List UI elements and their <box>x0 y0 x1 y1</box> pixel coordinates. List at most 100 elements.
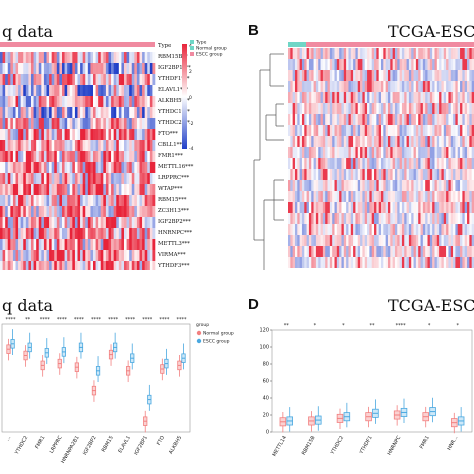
heatmap-b-cell <box>332 70 335 81</box>
heatmap-a-cell <box>67 140 71 151</box>
heatmap-a-cell <box>100 206 104 217</box>
heatmap-b-cell <box>315 202 319 213</box>
heatmap-a-cell <box>46 129 50 140</box>
heatmap-b-cell <box>415 59 419 70</box>
heatmap-b-cell <box>325 169 328 180</box>
heatmap-b-cell <box>392 191 396 202</box>
heatmap-b-cell <box>364 59 368 70</box>
heatmap-a-cell <box>82 261 86 270</box>
heatmap-b-cell <box>427 81 431 92</box>
heatmap-a-cell <box>74 173 78 184</box>
heatmap-b-cell <box>343 246 347 257</box>
heatmap-a-cell <box>98 74 102 85</box>
heatmap-a-cell <box>69 184 73 195</box>
heatmap-a-cell <box>72 195 76 206</box>
heatmap-a-cell <box>62 140 65 151</box>
heatmap-b-cell <box>288 125 291 136</box>
heatmap-b-cell <box>350 136 354 147</box>
heatmap-a-cell <box>113 107 117 118</box>
heatmap-a-cell <box>116 85 120 96</box>
heatmap-b-cell <box>397 92 400 103</box>
heatmap-a-cell <box>111 217 114 228</box>
heatmap-a-cell <box>129 217 133 228</box>
heatmap-b-cell <box>453 136 456 147</box>
heatmap-b-cell <box>406 246 410 257</box>
heatmap-a-cell <box>67 239 71 250</box>
heatmap-b-cell <box>343 191 347 202</box>
heatmap-b-cell <box>378 125 382 136</box>
heatmap-b-cell <box>462 136 466 147</box>
heatmap-b-cell <box>353 70 356 81</box>
heatmap-a-cell <box>142 184 145 195</box>
heatmap-a-cell <box>7 261 11 270</box>
heatmap-b-cell <box>362 92 366 103</box>
heatmap-a-cell <box>113 162 117 173</box>
heatmap-a-cell <box>28 184 32 195</box>
heatmap-a-cell <box>144 217 148 228</box>
heatmap-a-cell <box>7 129 11 140</box>
heatmap-a-cell <box>56 140 60 151</box>
heatmap-a-cell <box>149 162 153 173</box>
heatmap-b-cell <box>350 158 354 169</box>
heatmap-b-cell <box>306 180 310 191</box>
heatmap-b-cell <box>383 125 386 136</box>
heatmap-a-cell <box>116 261 120 270</box>
heatmap-a-cell <box>36 63 40 74</box>
heatmap-b-cell <box>448 213 452 224</box>
heatmap-a-cell <box>116 63 120 74</box>
heatmap-a-cell <box>82 85 86 96</box>
heatmap-b-tumor-bar <box>306 42 474 47</box>
heatmap-a-cell <box>46 239 50 250</box>
heatmap-b-cell <box>457 81 461 92</box>
heatmap-b-cell <box>457 235 461 246</box>
heatmap-b-cell <box>408 191 412 202</box>
heatmap-b-cell <box>439 103 442 114</box>
heatmap-b-cell <box>415 257 419 268</box>
heatmap-a-cell <box>147 184 151 195</box>
heatmap-b-cell <box>443 158 447 169</box>
legend-normal-swatch-2 <box>190 46 194 50</box>
heatmap-b-cell <box>404 257 407 268</box>
heatmap-b-cell <box>381 191 384 202</box>
heatmap-b-cell <box>443 202 447 213</box>
heatmap-b-cell <box>418 59 421 70</box>
heatmap-a-cell <box>36 239 40 250</box>
heatmap-b-cell <box>448 70 452 81</box>
heatmap-a-cell <box>67 118 71 129</box>
heatmap-b-cell <box>339 191 342 202</box>
heatmap-a-cell <box>95 63 99 74</box>
heatmap-b-cell <box>446 158 449 169</box>
heatmap-a-cell <box>142 195 145 206</box>
heatmap-a-cell <box>41 162 45 173</box>
heatmap-a-cell <box>69 206 73 217</box>
heatmap-a-cell <box>82 239 86 250</box>
heatmap-b-cell <box>443 213 447 224</box>
heatmap-a-cell <box>142 140 145 151</box>
heatmap-b-cell <box>320 257 324 268</box>
heatmap-b-cell <box>467 147 470 158</box>
heatmap-a-cell <box>25 74 29 85</box>
heatmap-a-cell <box>118 184 122 195</box>
heatmap-b-cell <box>378 191 382 202</box>
heatmap-b-cell <box>320 246 324 257</box>
heatmap-a-cell <box>59 63 63 74</box>
heatmap-b-cell <box>385 81 389 92</box>
heatmap-a-cell <box>10 52 14 63</box>
heatmap-a-cell <box>23 63 27 74</box>
heatmap-b-cell <box>448 257 452 268</box>
heatmap-b-cell <box>362 70 366 81</box>
heatmap-b-cell <box>294 103 298 114</box>
heatmap-a-cell <box>131 173 135 184</box>
heatmap-a-cell <box>46 107 50 118</box>
heatmap-a-cell <box>33 85 37 96</box>
heatmap-b-cell <box>411 136 414 147</box>
heatmap-a-cell <box>36 151 40 162</box>
heatmap-a-cell <box>15 107 19 118</box>
heatmap-a-cell <box>56 250 60 261</box>
heatmap-b-cell <box>436 213 440 224</box>
heatmap-b-cell <box>450 147 454 158</box>
heatmap-b-cell <box>301 125 305 136</box>
heatmap-a-row-label: FMR1*** <box>158 153 183 159</box>
heatmap-a-cell <box>74 140 78 151</box>
heatmap-b-cell <box>360 125 363 136</box>
